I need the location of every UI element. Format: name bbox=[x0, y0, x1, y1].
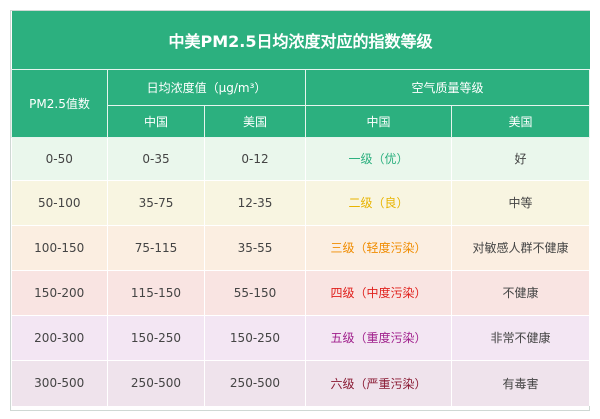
cell-index: 0-50 bbox=[11, 137, 108, 181]
cell-us-level: 不健康 bbox=[451, 270, 591, 316]
cell-us-conc: 0-12 bbox=[204, 137, 306, 181]
cell-cn-conc: 115-150 bbox=[107, 270, 205, 316]
table-row: 0-50 0-35 0-12 一级（优） 好 bbox=[11, 137, 591, 181]
header-row-2: 中国 美国 中国 美国 bbox=[12, 104, 591, 138]
cell-cn-level: 三级（轻度污染） bbox=[305, 225, 452, 271]
cell-index: 100-150 bbox=[11, 225, 108, 271]
cell-cn-level: 一级（优） bbox=[305, 137, 452, 181]
cell-cn-conc: 150-250 bbox=[107, 315, 205, 361]
cell-cn-conc: 250-500 bbox=[107, 360, 205, 406]
cell-us-level: 对敏感人群不健康 bbox=[451, 225, 591, 271]
cell-us-level: 有毒害 bbox=[451, 360, 591, 406]
cell-us-conc: 35-55 bbox=[204, 225, 306, 271]
cell-cn-conc: 75-115 bbox=[107, 225, 205, 271]
table-row: 100-150 75-115 35-55 三级（轻度污染） 对敏感人群不健康 bbox=[11, 225, 591, 271]
cell-us-conc: 150-250 bbox=[204, 315, 306, 361]
table-title-row: 中美PM2.5日均浓度对应的指数等级 bbox=[11, 11, 590, 70]
cell-us-conc: 55-150 bbox=[204, 270, 306, 316]
header-daily-concentration: 日均浓度值（μg/m³） bbox=[107, 68, 306, 106]
cell-index: 200-300 bbox=[11, 315, 108, 361]
cell-cn-conc: 0-35 bbox=[107, 137, 205, 181]
cell-cn-level: 二级（良） bbox=[305, 180, 452, 226]
table-row: 200-300 150-250 150-250 五级（重度污染） 非常不健康 bbox=[11, 315, 591, 361]
cell-us-level: 非常不健康 bbox=[451, 315, 591, 361]
aqi-table: 中美PM2.5日均浓度对应的指数等级 PM2.5值数 日均浓度值（μg/m³） … bbox=[11, 11, 591, 406]
table-title: 中美PM2.5日均浓度对应的指数等级 bbox=[11, 11, 590, 70]
cell-cn-conc: 35-75 bbox=[107, 180, 205, 226]
cell-us-conc: 12-35 bbox=[204, 180, 306, 226]
header-level-usa: 美国 bbox=[450, 104, 591, 138]
table-row: 300-500 250-500 250-500 六级（严重污染） 有毒害 bbox=[11, 360, 591, 406]
cell-cn-level: 四级（中度污染） bbox=[305, 270, 452, 316]
cell-index: 300-500 bbox=[11, 360, 108, 406]
header-row-1: PM2.5值数 日均浓度值（μg/m³） 空气质量等级 bbox=[11, 68, 591, 138]
header-pm25-index: PM2.5值数 bbox=[11, 68, 108, 138]
cell-index: 50-100 bbox=[11, 180, 108, 226]
header-conc-usa: 美国 bbox=[204, 104, 306, 138]
header-conc-china: 中国 bbox=[107, 104, 205, 138]
header-level-china: 中国 bbox=[305, 104, 452, 138]
cell-us-level: 中等 bbox=[451, 180, 591, 226]
table-row: 50-100 35-75 12-35 二级（良） 中等 bbox=[11, 180, 591, 226]
header-air-quality-level: 空气质量等级 bbox=[304, 68, 591, 106]
cell-us-level: 好 bbox=[451, 137, 591, 181]
cell-cn-level: 五级（重度污染） bbox=[305, 315, 452, 361]
aqi-table-card: 中美PM2.5日均浓度对应的指数等级 PM2.5值数 日均浓度值（μg/m³） … bbox=[10, 10, 591, 411]
cell-index: 150-200 bbox=[11, 270, 108, 316]
table-row: 150-200 115-150 55-150 四级（中度污染） 不健康 bbox=[11, 270, 591, 316]
cell-cn-level: 六级（严重污染） bbox=[305, 360, 452, 406]
cell-us-conc: 250-500 bbox=[204, 360, 306, 406]
